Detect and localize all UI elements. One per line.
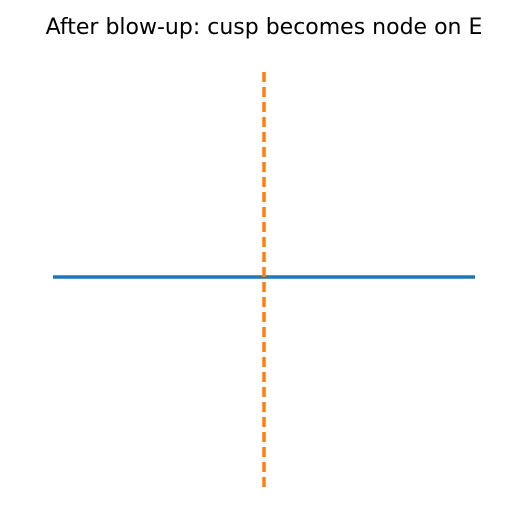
plot-area <box>53 67 475 487</box>
figure-title: After blow-up: cusp becomes node on E <box>46 15 483 40</box>
